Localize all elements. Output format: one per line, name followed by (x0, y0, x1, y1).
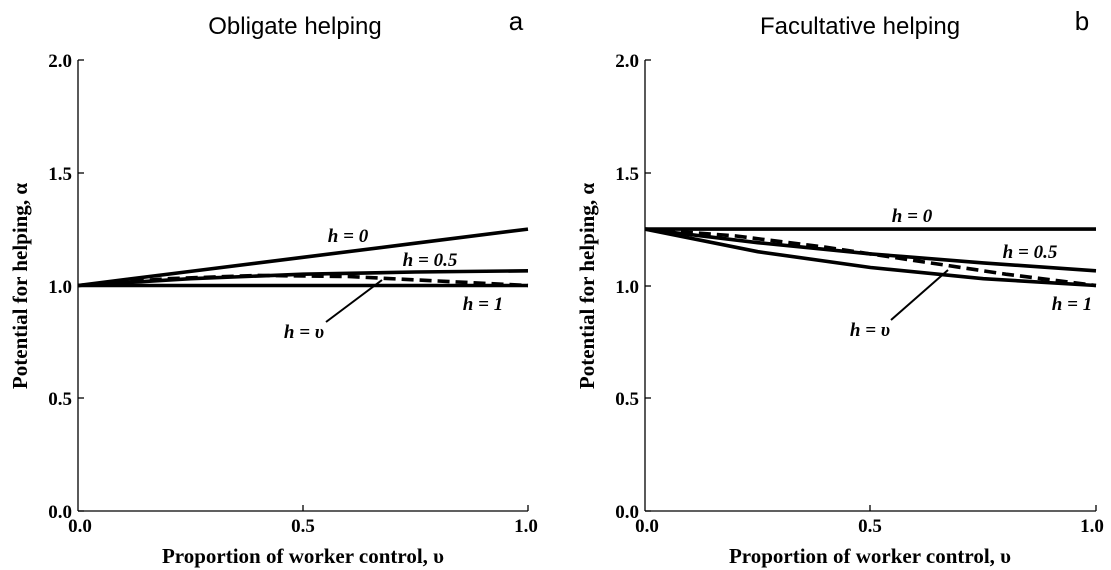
panel-b-y-tick-label: 0.0 (615, 502, 639, 523)
panel-b-label: b (1075, 6, 1089, 36)
panel-a-x-ticks: 0.0 0.5 1.0 (68, 505, 538, 537)
panel-b-x-axis-label: Proportion of worker control, υ (729, 544, 1011, 568)
panel-b-y-tick-label: 1.0 (615, 277, 639, 298)
panel-a-y-ticks: 0.0 0.5 1.0 1.5 2.0 (48, 51, 84, 523)
panel-a-x-tick-label: 0.5 (291, 516, 315, 537)
panel-a-annotation: h = 0 (328, 226, 369, 247)
panel-b-y-tick-label: 1.5 (615, 164, 639, 185)
panel-a-series (77, 227, 529, 288)
panel-b-x-tick-label: 1.0 (1080, 516, 1104, 537)
panel-a-x-axis-label: Proportion of worker control, υ (162, 544, 444, 568)
panel-b-title: Facultative helping (760, 13, 960, 40)
panel-a-annotation: h = 1 (463, 294, 503, 315)
panel-a-y-tick-label: 1.5 (48, 164, 72, 185)
panel-a-x-tick-label: 0.0 (68, 516, 92, 537)
panel-b-series-line-h-1 (644, 227, 1097, 288)
panel-b-annotation: h = 0 (892, 206, 933, 227)
panel-b-y-tick-label: 2.0 (615, 51, 639, 72)
panel-b-series (644, 227, 1097, 288)
panel-b-pointer-line (890, 269, 949, 321)
panel-a-y-tick-label: 2.0 (48, 51, 72, 72)
panel-a: Obligate helping a 0.0 0.5 1.0 1.5 2.0 0… (8, 6, 538, 568)
panel-a-x-tick-label: 1.0 (514, 516, 538, 537)
panel-a-y-axis-label: Potential for helping, α (8, 183, 32, 389)
panel-a-label: a (509, 6, 524, 36)
panel-a-series-line-h (77, 273, 529, 288)
panel-a-annotation: h = 0.5 (403, 250, 458, 271)
panel-b-annotation: h = 0.5 (1003, 242, 1058, 263)
panel-a-y-tick-label: 0.5 (48, 389, 72, 410)
panel-a-title: Obligate helping (208, 13, 381, 40)
panel-a-annotation: h = υ (284, 322, 324, 343)
panel-b-y-axis-label: Potential for helping, α (575, 183, 599, 389)
panel-b-annotation: h = υ (850, 320, 890, 341)
panel-b-y-ticks: 0.0 0.5 1.0 1.5 2.0 (615, 51, 651, 523)
panel-a-pointer-line (325, 279, 383, 323)
panel-b-annotation: h = 1 (1052, 294, 1092, 315)
panel-a-series-line-h-0 (77, 227, 529, 288)
panel-a-y-tick-label: 1.0 (48, 277, 72, 298)
panel-b-x-tick-label: 0.5 (858, 516, 882, 537)
panel-b: Facultative helping b 0.0 0.5 1.0 1.5 2.… (575, 6, 1104, 568)
panel-b-x-tick-label: 0.0 (635, 516, 659, 537)
panel-a-y-tick-label: 0.0 (48, 502, 72, 523)
panel-b-x-ticks: 0.0 0.5 1.0 (635, 505, 1104, 537)
panel-b-y-tick-label: 0.5 (615, 389, 639, 410)
panel-b-series-line-h (644, 227, 1097, 288)
